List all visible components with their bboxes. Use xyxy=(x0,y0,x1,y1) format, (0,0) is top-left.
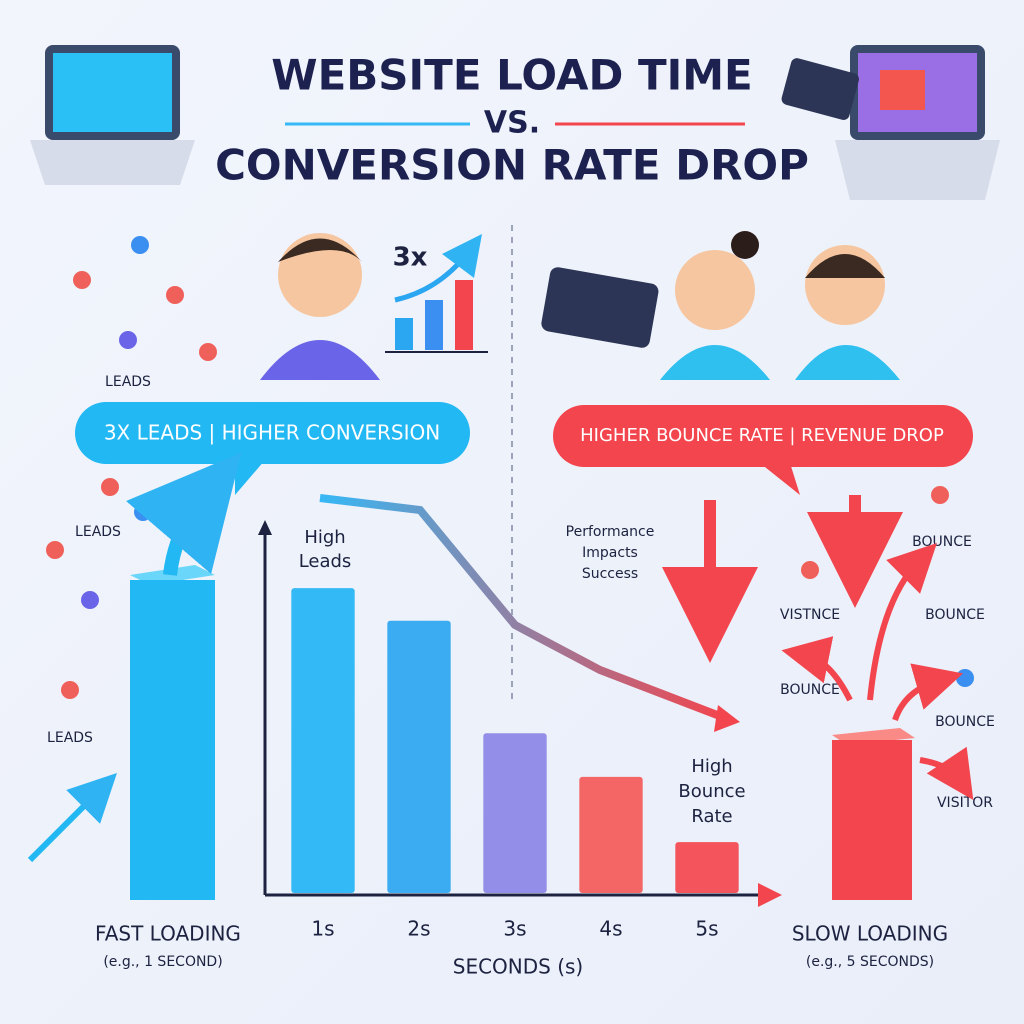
bounce-label: BOUNCE xyxy=(935,714,995,730)
fast-pillar xyxy=(27,452,242,900)
bounce-label: BOUNCE xyxy=(912,534,972,550)
caption-note: (e.g., 5 SECONDS) xyxy=(806,954,934,970)
trend-arrow xyxy=(319,494,727,722)
sad-person xyxy=(660,231,770,380)
annotation: Impacts xyxy=(582,545,638,561)
bar xyxy=(291,588,355,893)
phone xyxy=(781,58,859,120)
leads-label: LEADS xyxy=(105,374,151,390)
x-axis-label: SECONDS (s) xyxy=(453,955,583,979)
laptop-right xyxy=(835,45,1000,200)
leads-label: LEADS xyxy=(75,524,121,540)
banner-left xyxy=(75,402,470,495)
x-tick-label: 3s xyxy=(503,917,526,941)
laptop-left xyxy=(30,45,195,185)
annotation: High xyxy=(691,756,732,777)
caption-note: (e.g., 1 SECOND) xyxy=(103,954,222,970)
title-line: CONVERSION RATE DROP xyxy=(215,141,809,190)
annotation: Performance xyxy=(566,524,655,540)
title-line: WEBSITE LOAD TIME xyxy=(271,51,752,100)
slow-pillar xyxy=(662,495,974,900)
trend-arrowhead xyxy=(714,705,740,732)
bounce-label: BOUNCE xyxy=(925,607,985,623)
x-tick-label: 4s xyxy=(599,917,622,941)
bar xyxy=(483,733,547,893)
x-tick-label: 5s xyxy=(695,917,718,941)
title-vs: VS. xyxy=(484,106,540,141)
annotation: High xyxy=(304,527,345,548)
annotation: Bounce xyxy=(678,781,745,802)
annotation: Rate xyxy=(691,806,732,827)
bar xyxy=(387,620,451,893)
bar xyxy=(579,776,643,893)
annotation: Success xyxy=(582,566,638,582)
bounce-label: BOUNCE xyxy=(780,682,840,698)
happy-person xyxy=(260,233,380,380)
annotation: Leads xyxy=(299,551,352,572)
caption: SLOW LOADING xyxy=(792,922,948,946)
banner-right xyxy=(553,405,973,495)
axis-arrow xyxy=(258,520,272,535)
badge: 3x xyxy=(393,243,428,273)
x-tick-label: 1s xyxy=(311,917,334,941)
x-tick-label: 2s xyxy=(407,917,430,941)
growth-icon xyxy=(385,234,488,353)
leads-label: LEADS xyxy=(47,730,93,746)
banner-text: HIGHER BOUNCE RATE | REVENUE DROP xyxy=(580,425,944,446)
banner-text: 3X LEADS | HIGHER CONVERSION xyxy=(104,421,440,445)
visitor-label: VISTNCE xyxy=(780,607,840,623)
tablet xyxy=(541,267,659,348)
visitor-label: VISITOR xyxy=(937,795,993,811)
sad-person xyxy=(795,245,900,380)
bar xyxy=(675,842,739,893)
caption: FAST LOADING xyxy=(95,922,241,946)
